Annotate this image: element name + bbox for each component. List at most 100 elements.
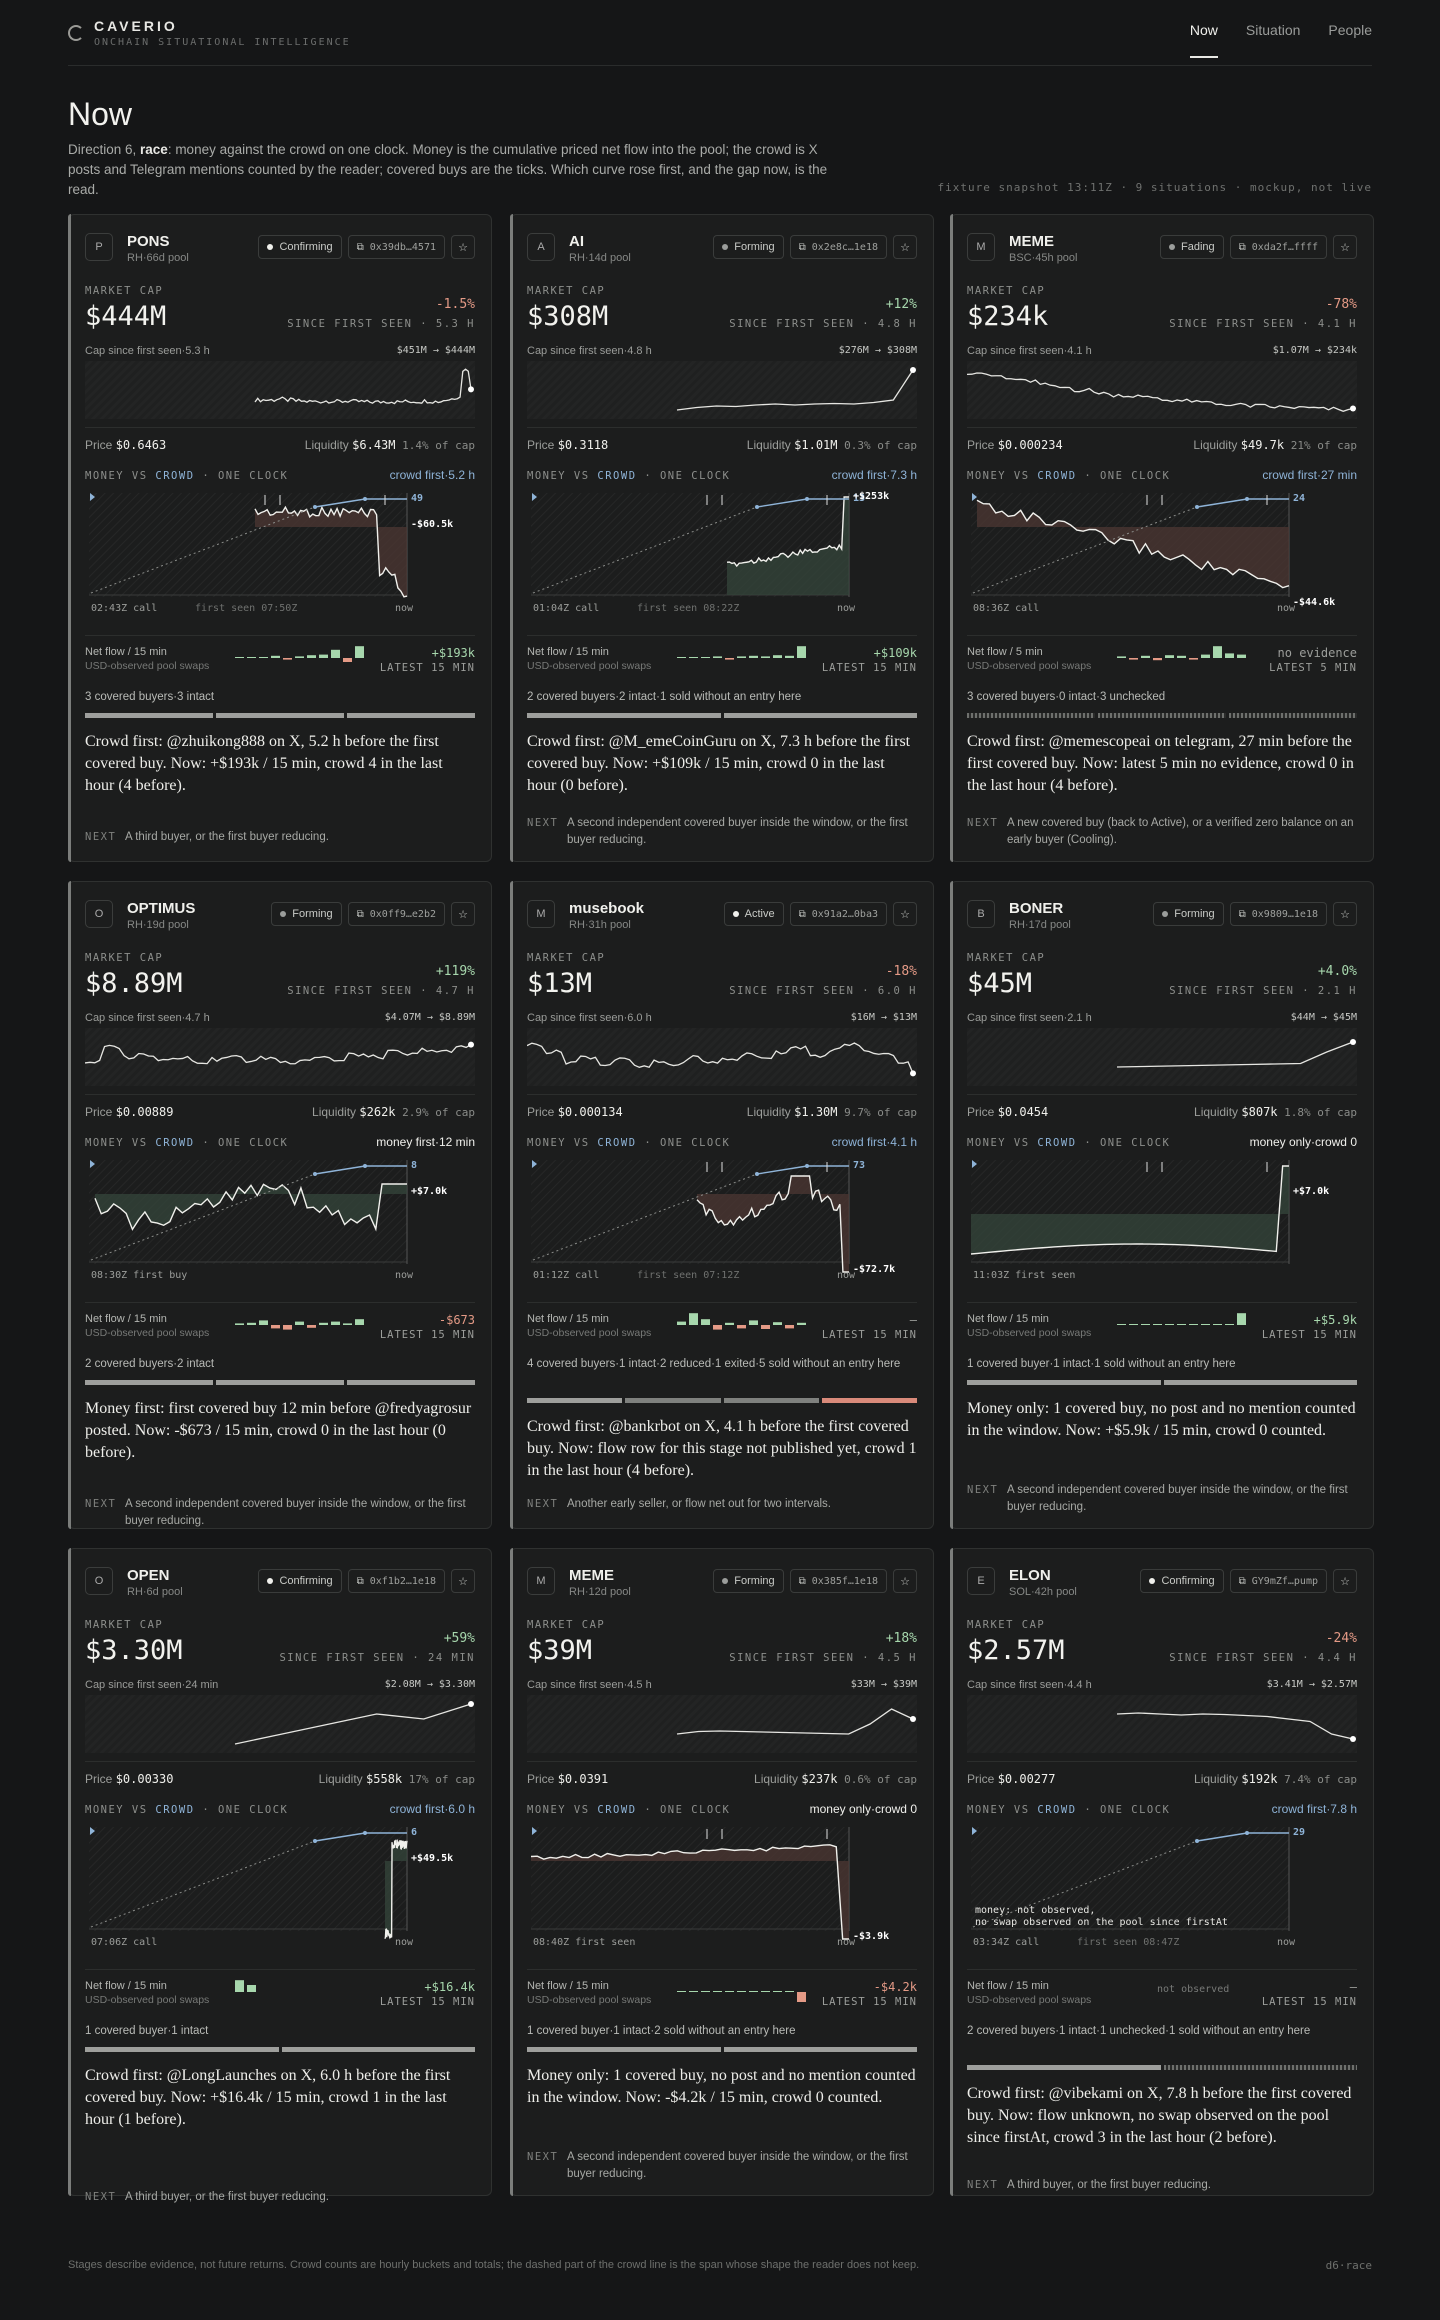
call-flag-icon <box>90 1827 95 1835</box>
nav-situation[interactable]: Situation <box>1245 22 1301 38</box>
clock-label: · ONE CLOCK <box>194 470 289 482</box>
cap-change: +119% <box>435 964 475 979</box>
token-name[interactable]: AI <box>569 233 584 250</box>
situation-card[interactable]: E ELON SOL·42h pool Confirming ⧉ GY9mZf…pump ☆… <box>950 1548 1374 2196</box>
flow-bars <box>235 1319 364 1330</box>
cap-change: -78% <box>1325 297 1357 312</box>
flow-bar <box>331 1321 340 1325</box>
watch-star-button[interactable]: ☆ <box>1333 902 1357 926</box>
flow-bar <box>1213 646 1222 658</box>
race-now-label: now <box>837 1937 856 1948</box>
situation-card[interactable]: O OPEN RH·6d pool Confirming ⧉ 0xf1b2…1e18 ☆ MA… <box>68 1548 492 2203</box>
price-value: $0.00330 <box>115 1772 174 1786</box>
clock-label: · ONE CLOCK <box>636 470 731 482</box>
race-chart: 6 +$49.5k 07:06Z call now <box>85 1821 475 1949</box>
situation-card[interactable]: M MEME RH·12d pool Forming ⧉ 0x385f…1e18 ☆ MARK… <box>510 1548 934 2196</box>
money-label: MONEY <box>527 1804 567 1816</box>
situation-card[interactable]: B BONER RH·17d pool Forming ⧉ 0x9809…1e18 ☆ MAR… <box>950 881 1374 1529</box>
buyer-segment <box>821 1398 917 1403</box>
flow-source: USD-observed pool swaps <box>527 660 652 672</box>
intro-text-a: Direction 6, <box>68 142 141 157</box>
money-area <box>977 500 1289 588</box>
token-name[interactable]: MEME <box>569 1567 614 1584</box>
flow-source: USD-observed pool swaps <box>85 1994 210 2006</box>
watch-star-button[interactable]: ☆ <box>1333 1569 1357 1593</box>
copy-address-button[interactable]: ⧉ 0x385f…1e18 <box>789 1569 887 1593</box>
logo-mark-icon <box>68 25 84 41</box>
situation-card[interactable]: P PONS RH·66d pool Confirming ⧉ 0x39db…4571 ☆ M… <box>68 214 492 862</box>
star-icon: ☆ <box>458 908 468 921</box>
situation-card[interactable]: M MEME BSC·45h pool Fading ⧉ 0xda2f…ffff ☆ MARK… <box>950 214 1374 862</box>
copy-address-button[interactable]: ⧉ 0x2e8c…1e18 <box>789 235 887 259</box>
flow-bar <box>295 656 304 658</box>
copy-address-button[interactable]: ⧉ 0x9809…1e18 <box>1229 902 1327 926</box>
net-flow-row: Net flow / 15 min USD-observed pool swaps… <box>85 1969 475 2009</box>
cap-range: $33M → $39M <box>850 1679 917 1690</box>
cap-line <box>84 1044 472 1065</box>
nav-now[interactable]: Now <box>1189 22 1218 58</box>
price-value: $0.0391 <box>557 1772 609 1786</box>
cap-range: $1.07M → $234k <box>1272 345 1357 356</box>
token-name[interactable]: musebook <box>569 900 645 917</box>
watch-star-button[interactable]: ☆ <box>451 902 475 926</box>
race-start-label: 08:30Z first buy <box>91 1270 187 1281</box>
clock-label: · ONE CLOCK <box>636 1137 731 1149</box>
copy-address-button[interactable]: ⧉ 0xf1b2…1e18 <box>347 1569 445 1593</box>
watch-star-button[interactable]: ☆ <box>1333 235 1357 259</box>
copy-address-button[interactable]: ⧉ 0x91a2…0ba3 <box>789 902 887 926</box>
copy-address-button[interactable]: ⧉ 0x39db…4571 <box>347 235 445 259</box>
vs-label: VS <box>566 470 598 482</box>
stage-label: Forming <box>1174 908 1215 920</box>
cap-sparkline <box>527 1695 917 1753</box>
flow-bar <box>1153 1324 1162 1325</box>
token-name[interactable]: ELON <box>1009 1567 1051 1584</box>
flow-label: Net flow / 15 min <box>967 1980 1049 1992</box>
token-name[interactable]: OPTIMUS <box>127 900 196 917</box>
watch-star-button[interactable]: ☆ <box>893 235 917 259</box>
header-chips: Confirming ⧉ 0xf1b2…1e18 ☆ <box>258 1569 475 1593</box>
watch-star-button[interactable]: ☆ <box>451 1569 475 1593</box>
market-cap-value: $8.89M <box>85 968 183 999</box>
watch-star-button[interactable]: ☆ <box>893 1569 917 1593</box>
crowd-label: CROWD <box>597 470 637 482</box>
buyer-segment <box>85 2047 279 2052</box>
flow-bar <box>1177 655 1186 658</box>
market-cap-label: MARKET CAP <box>85 285 164 297</box>
watch-star-button[interactable]: ☆ <box>893 902 917 926</box>
situation-card[interactable]: O OPTIMUS RH·19d pool Forming ⧉ 0x0ff9…e2b2 ☆ M… <box>68 881 492 1529</box>
token-name[interactable]: MEME <box>1009 233 1054 250</box>
cap-change: +59% <box>443 1631 475 1646</box>
logo[interactable]: CAVERIO ONCHAIN SITUATIONAL INTELLIGENCE <box>68 18 351 48</box>
cap-sparkline <box>85 1695 475 1753</box>
stage-dot-icon <box>267 244 274 250</box>
flow-value: +$5.9k <box>1313 1313 1357 1327</box>
crowd-point <box>313 1172 317 1176</box>
token-chain-age: RH·17d pool <box>1009 919 1071 931</box>
copy-address-button[interactable]: ⧉ 0xda2f…ffff <box>1229 235 1327 259</box>
vs-label: VS <box>124 1137 156 1149</box>
crowd-point <box>1195 1839 1199 1843</box>
token-name[interactable]: OPEN <box>127 1567 170 1584</box>
watch-star-button[interactable]: ☆ <box>451 235 475 259</box>
star-icon: ☆ <box>1340 908 1350 921</box>
stage-badge: Forming <box>271 902 342 926</box>
situation-card[interactable]: A AI RH·14d pool Forming ⧉ 0x2e8c…1e18 ☆ MARKET… <box>510 214 934 862</box>
token-avatar: B <box>967 900 995 928</box>
flow-source: USD-observed pool swaps <box>85 660 210 672</box>
flow-bar <box>235 657 244 658</box>
copy-address-button[interactable]: ⧉ GY9mZf…pump <box>1229 1569 1327 1593</box>
money-label: MONEY <box>527 1137 567 1149</box>
token-name[interactable]: PONS <box>127 233 170 250</box>
copy-address-button[interactable]: ⧉ 0x0ff9…e2b2 <box>347 902 445 926</box>
buyer-segment <box>527 713 721 718</box>
token-name[interactable]: BONER <box>1009 900 1064 917</box>
buyer-status-bar <box>967 1380 1357 1385</box>
buyer-status-bar <box>967 713 1357 718</box>
flow-label: Net flow / 5 min <box>967 646 1043 658</box>
flow-bar <box>1141 655 1150 658</box>
nav-people[interactable]: People <box>1328 22 1372 38</box>
next-text: A third buyer, or the first buyer reduci… <box>125 2191 329 2203</box>
token-chain-age: RH·31h pool <box>569 919 631 931</box>
money-line <box>976 499 1290 589</box>
